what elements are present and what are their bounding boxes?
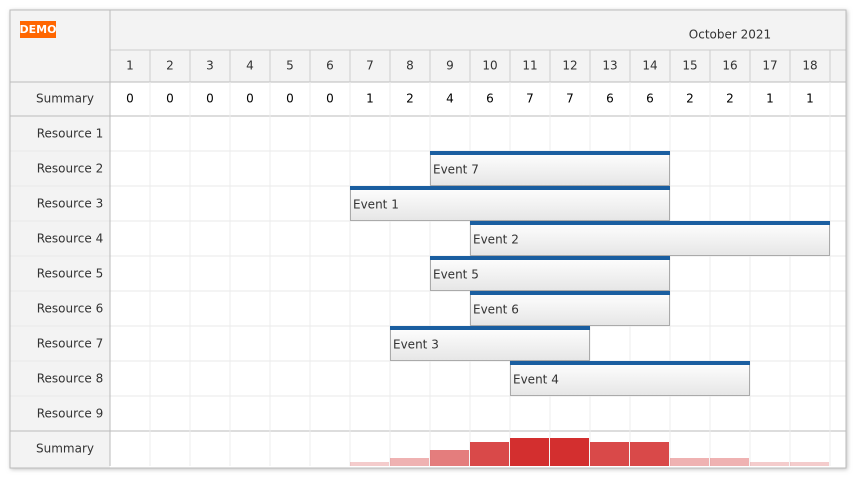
summary-count: 6 [606,92,614,106]
load-bar [470,442,509,466]
load-bar [510,438,549,466]
event[interactable] [510,361,750,396]
event[interactable] [430,256,670,291]
summary-count: 7 [526,92,534,106]
event[interactable] [470,291,670,326]
row-label: Summary [36,442,94,456]
event[interactable] [470,221,830,256]
day-label: 5 [286,59,294,73]
event-label: Event 4 [513,373,559,387]
event[interactable] [350,186,670,221]
resource-name: Resource 2 [37,162,103,176]
summary-count: 0 [326,92,334,106]
event-bar [430,256,670,260]
time-header-bg [110,10,846,82]
summary-count: 6 [486,92,494,106]
load-bar [630,442,669,466]
event-bar [510,361,750,365]
resource-name: Resource 3 [37,197,103,211]
event-bar [350,186,670,190]
resource-name: Resource 7 [37,337,103,351]
resource-name: Resource 9 [37,407,103,421]
resource-name: Resource 1 [37,127,103,141]
day-label: 1 [126,59,134,73]
day-label: 13 [602,59,617,73]
summary-count: 2 [686,92,694,106]
outline [9,9,847,469]
event-label: Event 2 [473,233,519,247]
day-label: 8 [406,59,414,73]
summary-count: 4 [446,92,454,106]
event-bar [470,291,670,295]
day-label: 11 [522,59,537,73]
day-label: 4 [246,59,254,73]
resource-name: Resource 6 [37,302,103,316]
demo-badge-text: DEMO [20,23,57,36]
day-label: 6 [326,59,334,73]
load-bar [550,438,589,466]
day-label: 7 [366,59,374,73]
summary-count: 6 [646,92,654,106]
summary-count: 7 [566,92,574,106]
load-bar [710,458,749,466]
load-bar [350,462,389,466]
resource-name: Resource 5 [37,267,103,281]
load-bar [430,450,469,466]
event-label: Event 7 [433,163,479,177]
summary-count: 0 [166,92,174,106]
summary-count: 1 [766,92,774,106]
load-bar [390,458,429,466]
month-label: October 2021 [689,28,771,42]
event-label: Event 5 [433,268,479,282]
day-label: 2 [166,59,174,73]
event-label: Event 6 [473,303,519,317]
summary-count: 0 [126,92,134,106]
summary-count: 0 [246,92,254,106]
event-bar [470,221,830,225]
row-label: Summary [36,92,94,106]
event[interactable] [390,326,590,361]
day-label: 14 [642,59,657,73]
day-label: 18 [802,59,817,73]
load-bar [590,442,629,466]
summary-count: 1 [366,92,374,106]
summary-count: 2 [406,92,414,106]
demo-badge [20,21,56,38]
day-label: 9 [446,59,454,73]
day-label: 12 [562,59,577,73]
load-bar [670,458,709,466]
event-label: Event 3 [393,338,439,352]
resource-name: Resource 4 [37,232,103,246]
day-label: 16 [722,59,737,73]
resource-name: Resource 8 [37,372,103,386]
summary-count: 0 [286,92,294,106]
event-label: Event 1 [353,198,399,212]
day-label: 10 [482,59,497,73]
load-bar [750,462,789,466]
summary-count: 0 [206,92,214,106]
load-bar [790,462,829,466]
summary-count: 1 [806,92,814,106]
event-bar [430,151,670,155]
day-label: 15 [682,59,697,73]
day-label: 3 [206,59,214,73]
summary-count: 2 [726,92,734,106]
day-label: 17 [762,59,777,73]
row-header-bg [10,10,110,468]
event-bar [390,326,590,330]
